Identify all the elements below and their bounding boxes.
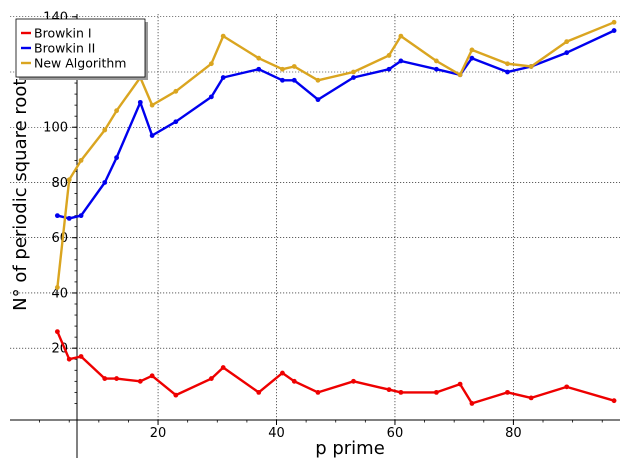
data-point-browkin-i — [149, 373, 155, 379]
x-tick-label: 80 — [505, 426, 522, 441]
y-axis-label: N° of periodic square roots — [10, 69, 31, 311]
data-point-browkin-i — [54, 329, 60, 335]
data-point-new-algorithm — [611, 19, 617, 25]
y-tick-label: 80 — [51, 176, 68, 191]
data-point-browkin-i — [315, 389, 321, 395]
data-point-browkin-ii — [102, 180, 108, 185]
data-point-browkin-ii — [505, 69, 510, 75]
data-point-browkin-i — [505, 389, 510, 395]
data-point-browkin-ii — [66, 215, 72, 221]
data-point-new-algorithm — [114, 108, 120, 114]
data-point-browkin-i — [398, 389, 404, 395]
data-point-browkin-ii — [351, 75, 356, 80]
data-point-browkin-ii — [280, 77, 285, 83]
data-point-new-algorithm — [102, 127, 108, 133]
data-point-browkin-ii — [315, 97, 321, 103]
data-point-browkin-i — [434, 389, 439, 395]
data-point-browkin-ii — [386, 66, 392, 72]
legend-label-browkin-i: Browkin I — [34, 26, 92, 41]
data-point-new-algorithm — [469, 47, 475, 53]
data-point-browkin-i — [611, 398, 617, 404]
data-point-browkin-i — [256, 389, 262, 395]
data-point-browkin-i — [564, 384, 570, 390]
y-tick-label: 100 — [43, 121, 68, 136]
data-point-browkin-ii — [256, 66, 262, 72]
data-point-new-algorithm — [528, 64, 534, 69]
data-point-browkin-i — [386, 387, 392, 393]
data-point-new-algorithm — [66, 177, 72, 183]
data-point-browkin-ii — [137, 99, 143, 105]
data-point-browkin-ii — [114, 155, 120, 161]
data-point-new-algorithm — [149, 102, 155, 108]
data-point-browkin-ii — [220, 75, 226, 80]
data-point-new-algorithm — [564, 39, 570, 45]
axes — [10, 14, 620, 458]
x-tick-label: 40 — [268, 426, 285, 441]
data-point-new-algorithm — [398, 33, 404, 39]
data-point-browkin-i — [528, 395, 534, 401]
legend-box — [15, 18, 146, 78]
data-point-new-algorithm — [291, 64, 297, 69]
data-point-new-algorithm — [386, 53, 392, 58]
data-point-browkin-ii — [208, 94, 214, 100]
data-point-browkin-i — [66, 356, 72, 362]
data-point-new-algorithm — [505, 61, 510, 67]
data-point-browkin-i — [351, 378, 356, 384]
data-point-browkin-ii — [434, 66, 439, 72]
data-point-browkin-i — [220, 365, 226, 370]
data-point-browkin-i — [114, 376, 120, 381]
data-point-new-algorithm — [208, 61, 214, 67]
data-point-browkin-ii — [611, 28, 617, 33]
data-point-browkin-i — [137, 378, 143, 384]
data-point-new-algorithm — [54, 285, 60, 290]
data-point-new-algorithm — [315, 77, 321, 83]
data-point-browkin-i — [208, 376, 214, 381]
data-point-browkin-i — [280, 370, 285, 376]
data-point-new-algorithm — [280, 66, 285, 72]
data-point-browkin-ii — [564, 50, 570, 56]
data-point-new-algorithm — [351, 69, 356, 75]
x-axis-label: p prime — [315, 438, 385, 459]
data-point-new-algorithm — [434, 58, 439, 64]
data-point-browkin-i — [469, 401, 475, 406]
series-line-browkin-i — [56, 331, 615, 405]
y-tick-label: 60 — [51, 231, 68, 246]
legend-label-browkin-ii: Browkin II — [34, 41, 95, 56]
series-line-browkin-ii — [57, 29, 615, 220]
data-point-browkin-ii — [398, 58, 404, 64]
data-point-new-algorithm — [457, 72, 463, 78]
y-tick-label: 40 — [51, 286, 68, 301]
legend-label-new-algorithm: New Algorithm — [34, 56, 126, 71]
data-point-browkin-i — [457, 381, 463, 387]
data-point-browkin-ii — [469, 55, 475, 61]
x-tick-label: 60 — [387, 426, 404, 441]
data-point-browkin-i — [102, 376, 108, 381]
data-point-browkin-i — [173, 392, 179, 398]
data-point-browkin-i — [78, 354, 84, 359]
x-tick-label: 20 — [150, 426, 167, 441]
data-point-new-algorithm — [220, 33, 226, 39]
data-point-new-algorithm — [173, 88, 179, 94]
data-point-browkin-ii — [149, 133, 155, 138]
data-point-browkin-ii — [54, 213, 60, 219]
data-point-browkin-ii — [173, 119, 179, 125]
data-point-browkin-i — [291, 378, 297, 384]
data-point-new-algorithm — [78, 157, 84, 163]
data-point-new-algorithm — [256, 55, 262, 61]
data-point-browkin-ii — [78, 213, 84, 219]
data-point-browkin-ii — [291, 77, 297, 83]
series-line-new-algorithm — [56, 21, 615, 288]
